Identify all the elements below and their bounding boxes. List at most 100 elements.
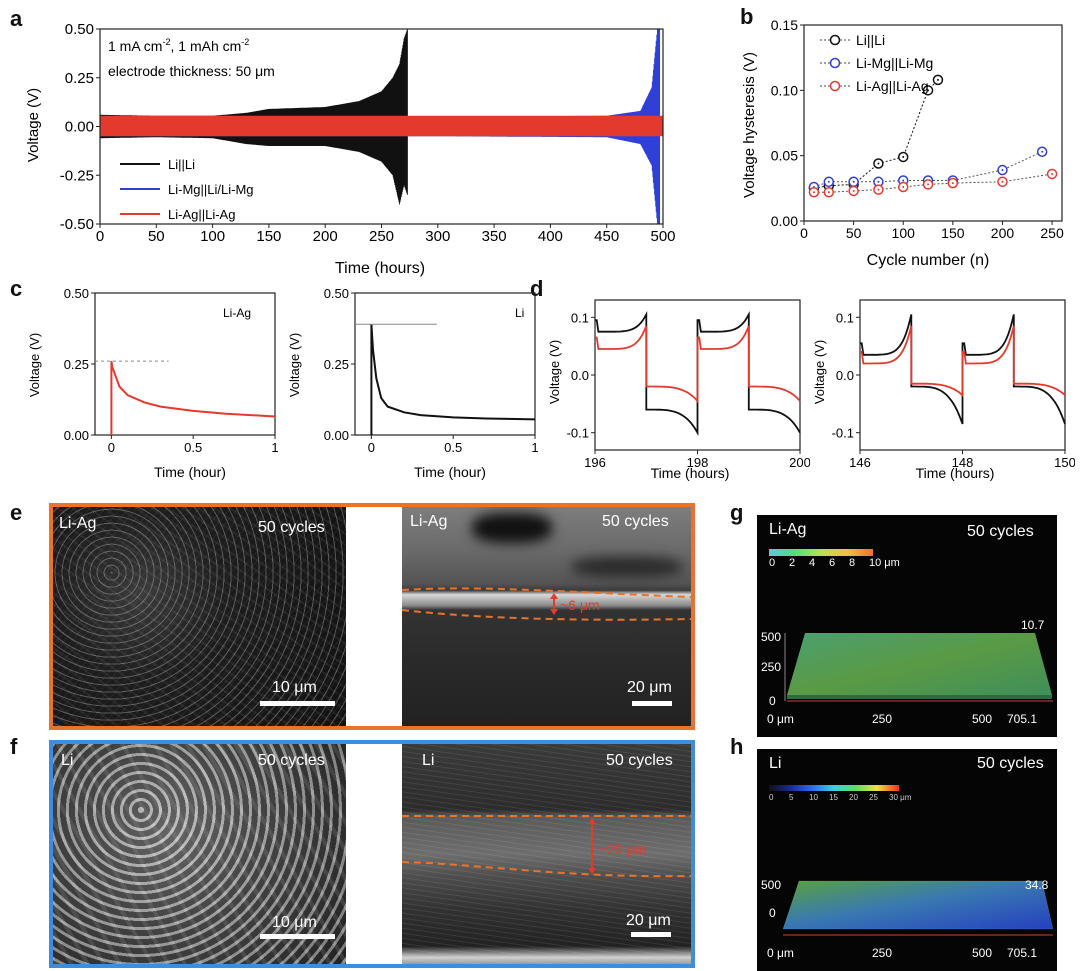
svg-text:705.1: 705.1 [1007,712,1037,726]
x-tick-label: 200 [789,455,810,470]
y-tick-label: 0.00 [771,213,798,229]
x-tick-label: 250 [369,228,394,245]
surface-plot: 500 250 0 10.7 0 μm 250 500 705.1 [761,618,1053,726]
chart-a-ylabel: Voltage (V) [25,88,42,162]
legend-label: Li-Mg||Li-Mg [856,55,933,71]
data-point-center [812,191,815,194]
svg-text:250: 250 [872,712,892,726]
y-tick-label: 0.50 [324,286,349,301]
chart-c1-label: Li-Ag [223,306,251,320]
legend-marker [829,80,841,92]
svg-text:0 μm: 0 μm [767,712,794,726]
label-material: Li-Ag [410,513,448,530]
chart-d1-ylabel: Voltage (V) [547,340,562,404]
data-point-center [951,182,954,185]
svg-text:500: 500 [972,712,992,726]
svg-text:500: 500 [972,946,992,960]
x-tick-label: 200 [313,228,338,245]
panel-label-b: b [740,4,754,29]
sem-image-f-surface: Li 50 cycles 10 μm [53,744,346,964]
scale-bar [631,932,671,937]
svg-text:0: 0 [769,694,776,708]
x-tick-label: 450 [594,228,619,245]
chart-c1-xlabel: Time (hour) [154,464,226,480]
y-tick-label: 0.00 [65,119,94,136]
svg-text:500: 500 [761,630,781,644]
panel-label-c: c [10,276,23,301]
x-tick-label: 350 [482,228,507,245]
panel-label-e: e [10,500,23,525]
data-point-center [1051,172,1054,175]
y-tick-label: 0.10 [771,82,798,98]
x-tick-label: 0 [800,225,808,241]
label-cycles: 50 cycles [606,752,673,769]
y-tick-label: 0.00 [64,428,89,443]
svg-text:250: 250 [872,946,892,960]
chart-b-xlabel: Cycle number (n) [867,252,990,269]
panel-e-frame [49,503,695,730]
y-tick-label: 0.1 [836,310,854,325]
profilometry-h: Li 50 cycles 0 5 10 15 20 25 30 μm 500 0… [757,749,1057,971]
label-cycles: 50 cycles [967,523,1034,540]
x-tick-label: 250 [1040,225,1064,241]
scale-bar [260,934,335,939]
y-tick-label: 0.25 [65,70,94,87]
legend-label: Li-Mg||Li/Li-Mg [168,182,254,197]
y-tick-label: 0.50 [65,21,94,38]
chart-b-hysteresis: 0 50 100 150 200 250 0.00 0.05 0.10 0.15 Li||Li Li… [741,17,1064,269]
legend-label: Li||Li [168,157,195,172]
y-tick-label: -0.1 [832,426,854,441]
x-tick-label: 0 [368,440,375,455]
sem-image-e-surface: Li-Ag 50 cycles 10 μm [53,507,346,726]
x-tick-label: 50 [148,228,165,245]
label-material: Li-Ag [769,521,807,538]
decay-curve [110,361,276,435]
plot-frame [803,24,1063,222]
scale-bar [632,701,672,706]
data-point-center [877,162,880,165]
chart-c2-xlabel: Time (hour) [414,464,486,480]
data-point-center [1001,180,1004,183]
y-tick-label: 0.15 [771,17,798,33]
chart-c2-ylabel: Voltage (V) [287,333,302,397]
svg-text:10.7: 10.7 [1021,618,1045,632]
legend-label: Li-Ag||Li-Ag [856,78,929,94]
x-tick-label: 100 [200,228,225,245]
x-tick-label: 0 [96,228,104,245]
svg-text:0 μm: 0 μm [767,946,794,960]
chart-d-196-200: 196 198 200 -0.1 0.0 0.1 Voltage (V) Time (ho… [547,299,810,481]
svg-text:34.8: 34.8 [1025,878,1049,892]
label-material: Li [422,752,435,769]
x-tick-label: 146 [849,455,871,470]
series-line [813,151,1043,188]
x-tick-label: 400 [538,228,563,245]
x-tick-label: 500 [650,228,675,245]
data-point-center [927,183,930,186]
x-tick-label: 148 [952,455,974,470]
data-point-center [852,180,855,183]
profilometry-g: Li-Ag 50 cycles 0 2 4 6 8 10 μm 500 250 … [757,515,1057,737]
chart-c-li-ag: 0 0.5 1 0.00 0.25 0.50 Li-Ag Voltage (V) Time… [27,286,279,480]
decay-curve [370,324,536,435]
y-tick-label: 0.00 [324,428,349,443]
x-tick-label: 0 [108,440,115,455]
label-cycles: 50 cycles [258,519,325,536]
colorbar [769,785,899,791]
thickness-label: ~29 μm [599,841,646,857]
panel-label-f: f [10,734,18,759]
x-tick-label: 50 [846,225,862,241]
svg-text:705.1: 705.1 [1007,946,1037,960]
data-point-center [827,180,830,183]
scale-bar [260,701,335,706]
y-tick-label: 0.50 [64,286,89,301]
x-tick-label: 150 [941,225,965,241]
series-line [813,79,939,189]
y-tick-label: -0.25 [60,167,94,184]
x-tick-label: 150 [1054,455,1075,470]
sem-image-f-cross-section: ~29 μm Li 50 cycles 20 μm [402,744,691,964]
scale-label: 10 μm [272,914,317,931]
y-tick-label: -0.1 [567,426,589,441]
x-tick-label: 100 [892,225,916,241]
label-material: Li [61,752,74,769]
x-tick-label: 0.5 [184,440,202,455]
